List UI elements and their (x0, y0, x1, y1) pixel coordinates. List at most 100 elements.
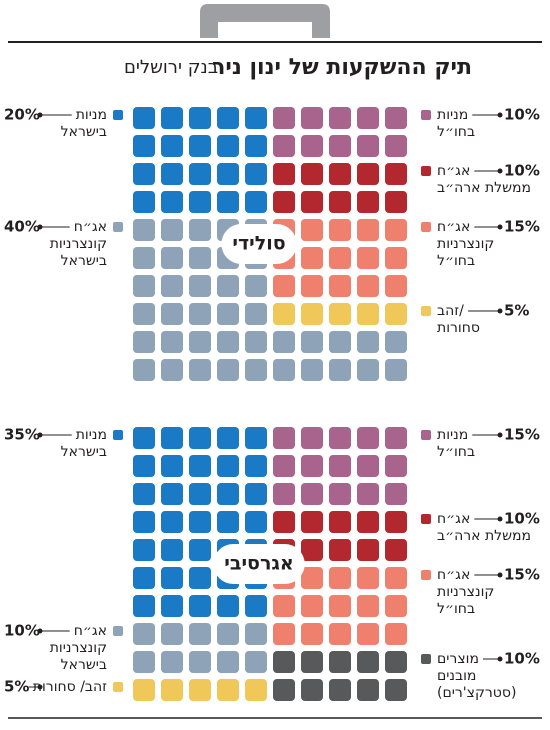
waffle-cell (301, 275, 323, 297)
legend-swatch (113, 222, 123, 232)
waffle-cell (357, 359, 379, 381)
waffle-cell (273, 595, 295, 617)
legend-swatch (421, 222, 431, 232)
waffle-cell (245, 331, 267, 353)
legend-label: בישראל (61, 253, 107, 269)
waffle-cell (161, 191, 183, 213)
waffle-cell (329, 567, 351, 589)
legend-label: מניות (76, 107, 107, 123)
waffle-cell (161, 163, 183, 185)
waffle-cell (189, 623, 211, 645)
legend-label: קונצרניות (437, 584, 494, 600)
legend-label: מוצרים (437, 651, 479, 667)
waffle-cell (357, 275, 379, 297)
waffle-cell (161, 623, 183, 645)
waffle-cell (273, 107, 295, 129)
waffle-cell (133, 135, 155, 157)
waffle-cell (385, 651, 407, 673)
waffle-cell (217, 427, 239, 449)
waffle-cell (301, 567, 323, 589)
value-label: 15% (504, 218, 540, 236)
value-label: 10% (504, 650, 540, 668)
waffle-cell (161, 135, 183, 157)
legend-label: אג״ח (74, 219, 107, 235)
waffle-cell (301, 247, 323, 269)
waffle-cell (301, 427, 323, 449)
waffle-cell (329, 455, 351, 477)
legend-swatch (421, 430, 431, 440)
waffle-cell (161, 331, 183, 353)
waffle-cell (161, 595, 183, 617)
waffle-cell (329, 331, 351, 353)
waffle-cell (301, 483, 323, 505)
legend-swatch (113, 430, 123, 440)
chart-label: סולידי (232, 233, 285, 255)
value-label: 10% (504, 510, 540, 528)
leader-dot (37, 684, 43, 690)
leader-dot (37, 224, 43, 230)
waffle-cell (133, 623, 155, 645)
value-label: 5% (504, 302, 529, 320)
waffle-cell (189, 427, 211, 449)
waffle-cell (357, 567, 379, 589)
waffle-cell (329, 359, 351, 381)
waffle-cell (161, 275, 183, 297)
waffle-cell (301, 107, 323, 129)
waffle-cell (301, 163, 323, 185)
waffle-cell (273, 623, 295, 645)
waffle-cell (189, 163, 211, 185)
waffle-cell (161, 219, 183, 241)
legend-label: מובנים (437, 668, 476, 684)
waffle-cell (133, 247, 155, 269)
waffle-cell (301, 623, 323, 645)
legend-label: בחו״ל (437, 601, 475, 617)
leader-dot (497, 572, 503, 578)
waffle-cell (357, 219, 379, 241)
waffle-cell (385, 191, 407, 213)
legend-swatch (421, 654, 431, 664)
waffle-cell (161, 651, 183, 673)
leader-dot (497, 516, 503, 522)
waffle-cell (301, 191, 323, 213)
waffle-cell (301, 455, 323, 477)
waffle-cell (385, 163, 407, 185)
waffle-cell (133, 163, 155, 185)
waffle-cell (217, 135, 239, 157)
value-label: 10% (4, 622, 40, 640)
waffle-cell (217, 359, 239, 381)
waffle-cell (273, 303, 295, 325)
waffle-cell (189, 539, 211, 561)
waffle-cell (385, 623, 407, 645)
legend-label: אג״ח (437, 567, 470, 583)
waffle-cell (133, 303, 155, 325)
title: תיק ההשקעות של ינון ניר (212, 55, 472, 80)
waffle-cell (133, 511, 155, 533)
waffle-cell (245, 511, 267, 533)
waffle-cell (385, 247, 407, 269)
waffle-cell (217, 303, 239, 325)
waffle-cell (357, 539, 379, 561)
waffle-cell (273, 427, 295, 449)
waffle-cell (329, 303, 351, 325)
waffle-cell (245, 651, 267, 673)
waffle-cell (245, 455, 267, 477)
legend-swatch (421, 110, 431, 120)
subtitle: בנק ירושלים (124, 57, 218, 78)
waffle-cell (385, 107, 407, 129)
leader-dot (497, 308, 503, 314)
waffle-cell (245, 107, 267, 129)
chart-label: אגרסיבי (224, 553, 293, 575)
waffle-cell (385, 135, 407, 157)
center-badge (221, 224, 297, 264)
waffle-cell (217, 651, 239, 673)
waffle-cell (385, 483, 407, 505)
waffle-cell (385, 595, 407, 617)
legend-label: (סטרקצ'רים) (437, 685, 516, 701)
legend-swatch (421, 166, 431, 176)
waffle-cell (329, 483, 351, 505)
waffle-cell (301, 303, 323, 325)
waffle-cell (357, 651, 379, 673)
legend-label: ממשלת ארה״ב (437, 180, 531, 196)
waffle-cell (301, 359, 323, 381)
